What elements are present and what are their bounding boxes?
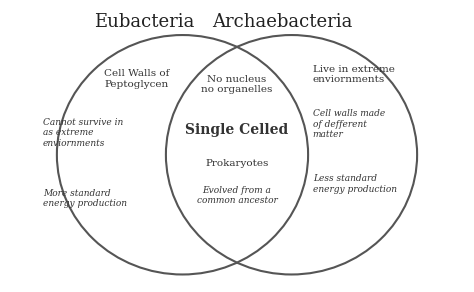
Text: Cannot survive in
as extreme
enviornments: Cannot survive in as extreme enviornment… bbox=[43, 118, 123, 148]
Text: Cell Walls of
Peptoglycen: Cell Walls of Peptoglycen bbox=[104, 69, 170, 88]
Text: Less standard
energy production: Less standard energy production bbox=[313, 174, 397, 194]
Text: Eubacteria: Eubacteria bbox=[94, 13, 195, 31]
Text: Evolved from a
common ancestor: Evolved from a common ancestor bbox=[197, 186, 277, 205]
Text: More standard
energy production: More standard energy production bbox=[43, 189, 127, 208]
Text: Single Celled: Single Celled bbox=[185, 123, 289, 137]
Text: Archaebacteria: Archaebacteria bbox=[212, 13, 352, 31]
Text: Prokaryotes: Prokaryotes bbox=[205, 159, 269, 168]
Text: Live in extreme
enviornments: Live in extreme enviornments bbox=[313, 65, 395, 84]
Text: Cell walls made
of defferent
matter: Cell walls made of defferent matter bbox=[313, 109, 385, 139]
Text: No nucleus
no organelles: No nucleus no organelles bbox=[201, 75, 273, 94]
